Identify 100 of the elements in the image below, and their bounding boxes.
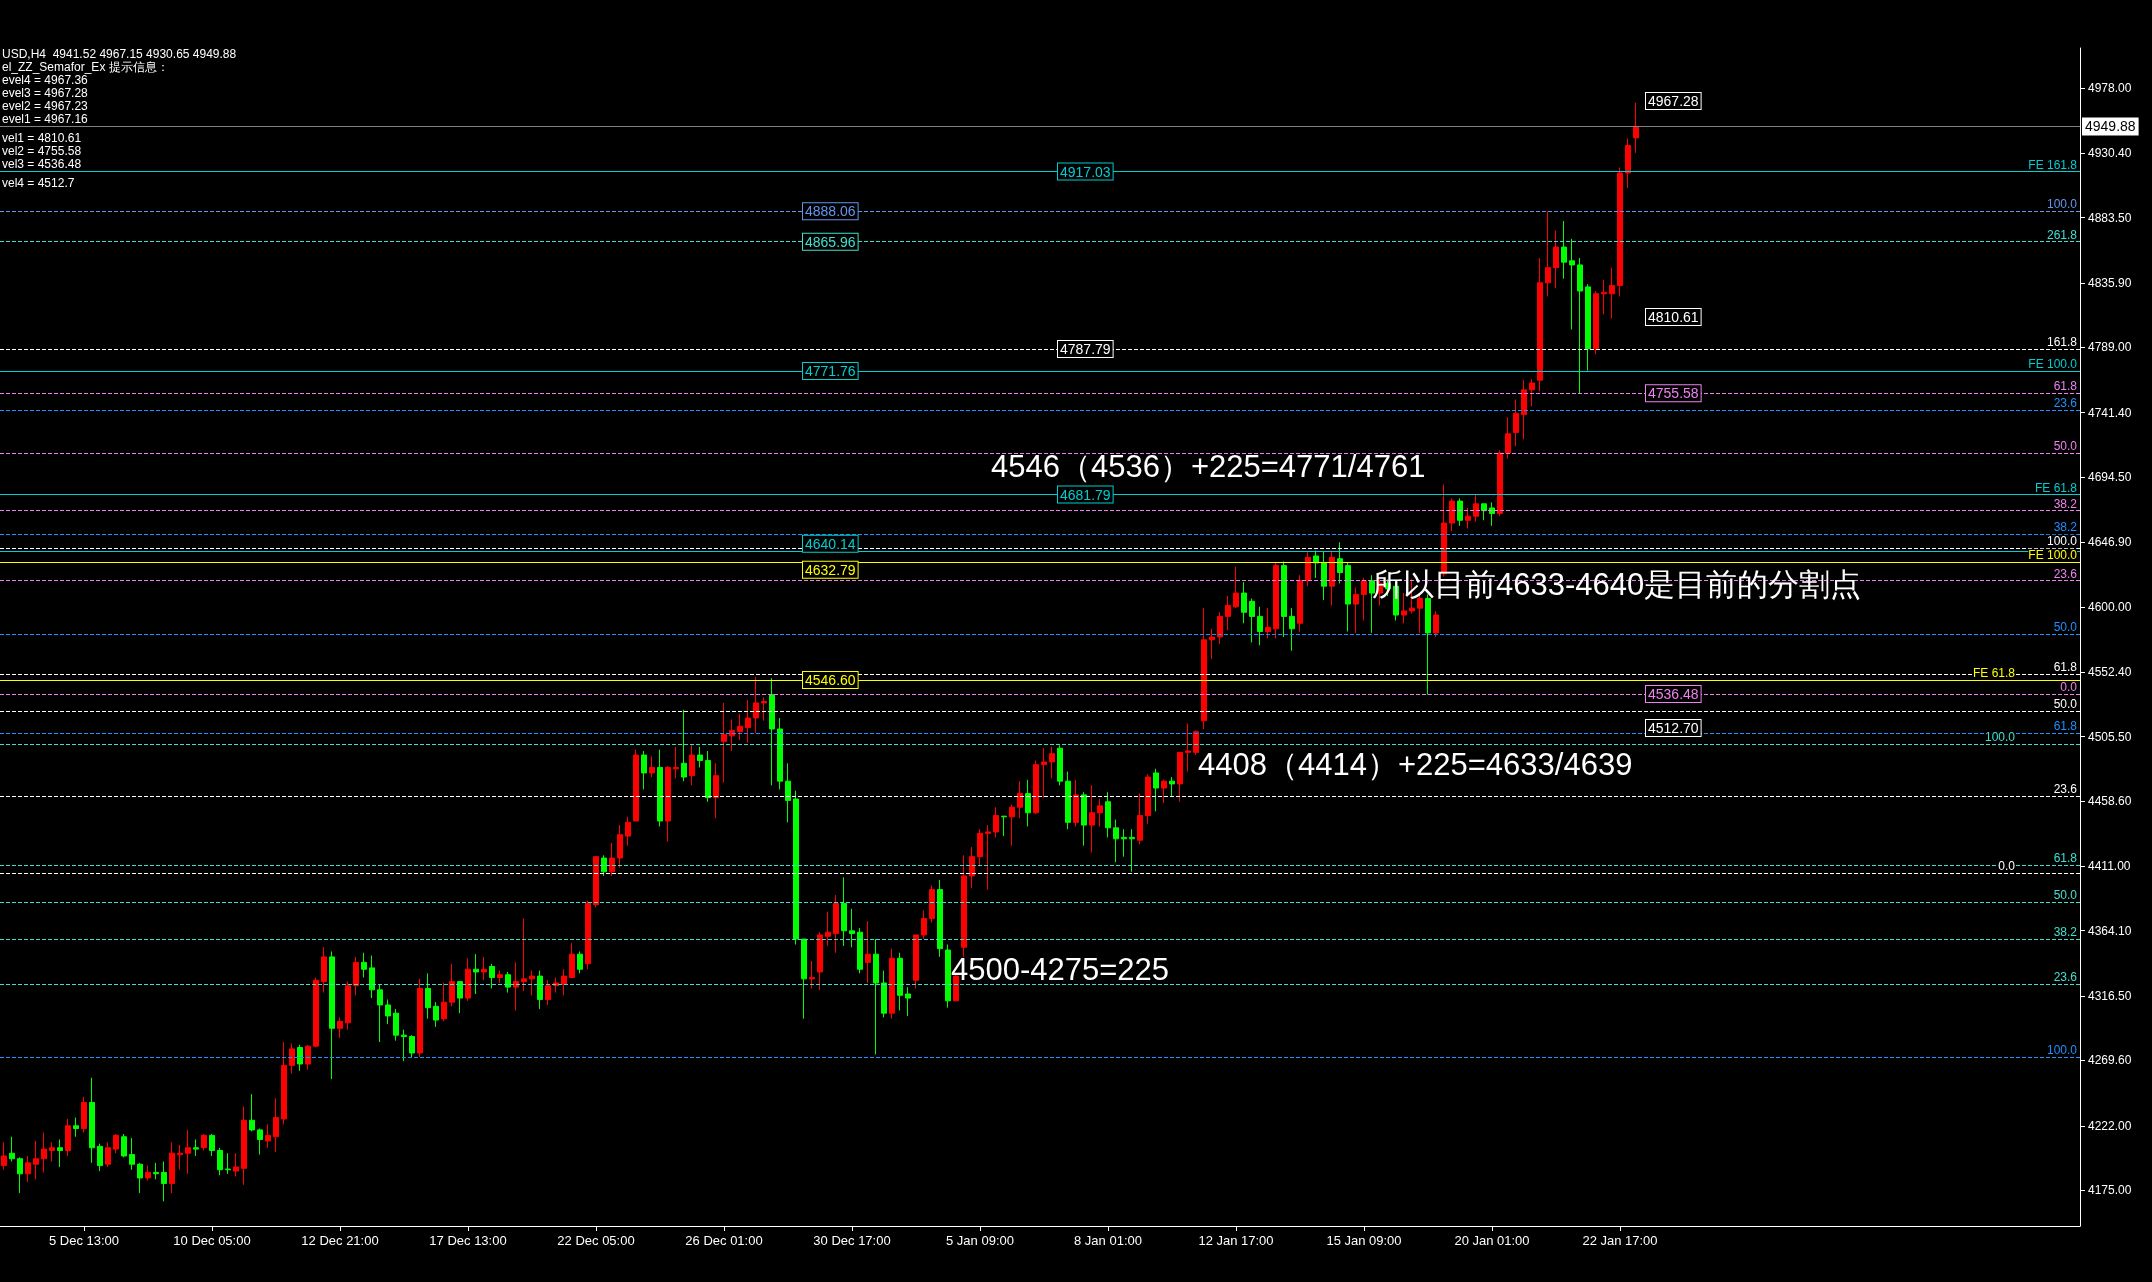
candlestick xyxy=(1025,779,1031,827)
candlestick xyxy=(601,854,607,877)
candlestick xyxy=(473,953,479,995)
candlestick xyxy=(9,1136,15,1162)
candlestick xyxy=(105,1141,111,1168)
candlestick xyxy=(969,846,975,889)
candlestick xyxy=(1145,773,1151,825)
candlestick xyxy=(1105,791,1111,838)
candlestick xyxy=(1057,744,1063,786)
candlestick xyxy=(1009,804,1015,847)
candlestick xyxy=(1265,607,1271,639)
candlestick xyxy=(1065,771,1071,830)
candlestick xyxy=(1281,560,1287,638)
candlestick xyxy=(665,765,671,843)
annotation: vel1 = 4810.61 xyxy=(2,130,82,145)
candlestick xyxy=(401,1029,407,1062)
candlestick xyxy=(609,842,615,877)
candlestick xyxy=(97,1143,103,1172)
candlestick xyxy=(433,1001,439,1028)
candlestick xyxy=(897,952,903,1011)
candlestick xyxy=(657,749,663,827)
candlestick xyxy=(1041,747,1047,799)
candlestick xyxy=(825,911,831,947)
candlestick xyxy=(313,976,319,1049)
y-tick-label: 4175.00 xyxy=(2088,1183,2132,1198)
candlestick xyxy=(1225,595,1231,631)
x-tick-label: 5 Dec 13:00 xyxy=(48,1233,120,1248)
y-tick-label: 4411.00 xyxy=(2088,859,2131,874)
candlestick xyxy=(1081,791,1087,847)
y-tick-label: 4978.00 xyxy=(2088,80,2132,95)
candlestick xyxy=(417,978,423,1058)
candlestick xyxy=(1561,220,1567,280)
candlestick xyxy=(409,1034,415,1058)
candlestick xyxy=(1505,416,1511,460)
annotation: 61.8 xyxy=(2053,719,2078,734)
ref-line-label: 4536.48 xyxy=(1648,686,1699,703)
y-tick-label: 4646.90 xyxy=(2088,535,2132,550)
y-tick-label: 4505.50 xyxy=(2088,729,2132,744)
annotation: 4810.61 xyxy=(1648,309,1699,325)
candlestick xyxy=(1601,279,1607,315)
y-tick-label: 4694.50 xyxy=(2088,470,2132,485)
candlestick xyxy=(49,1141,55,1162)
annotation: FE 61.8 xyxy=(2034,480,2078,495)
candlestick xyxy=(1361,577,1367,622)
annotation: 38.2 xyxy=(2053,925,2078,940)
candlestick xyxy=(705,750,711,803)
ref-line-label: 4865.96 xyxy=(805,233,856,250)
candlestick xyxy=(1473,493,1479,523)
candlestick xyxy=(81,1096,87,1134)
candlestick xyxy=(1,1141,7,1171)
candlestick xyxy=(569,942,575,978)
candlestick xyxy=(497,970,503,984)
annotation: FE 100.0 xyxy=(2028,356,2078,371)
candlestick xyxy=(1353,587,1359,634)
annotation: 4500-4275=225 xyxy=(951,952,1170,988)
candlestick xyxy=(321,946,327,994)
candlestick xyxy=(1297,574,1303,633)
annotation: 50.0 xyxy=(2053,439,2078,454)
x-tick-label: 30 Dec 17:00 xyxy=(813,1233,891,1248)
candlestick xyxy=(1433,610,1439,638)
y-tick-label: 4883.50 xyxy=(2088,210,2132,225)
x-tick-label: 26 Dec 01:00 xyxy=(685,1233,763,1248)
candlestick xyxy=(905,986,911,1017)
y-tick-label: 4789.00 xyxy=(2088,340,2132,355)
candlestick xyxy=(1337,541,1343,584)
candlestick xyxy=(1049,746,1055,779)
candlestick xyxy=(449,963,455,1007)
candlestick xyxy=(1617,166,1623,298)
candlestick xyxy=(585,900,591,970)
candlestick xyxy=(441,982,447,1022)
candlestick xyxy=(1033,760,1039,815)
annotation: evel3 = 4967.28 xyxy=(2,85,89,100)
x-tick-label: 22 Jan 17:00 xyxy=(1582,1233,1658,1248)
candlestick xyxy=(1305,551,1311,587)
y-tick-label: 4835.90 xyxy=(2088,275,2132,290)
candlestick xyxy=(481,956,487,981)
y-tick-label: 4222.00 xyxy=(2088,1118,2132,1133)
candlestick xyxy=(1217,611,1223,645)
candlestick xyxy=(761,696,767,722)
candlestick xyxy=(297,1044,303,1072)
candlestick xyxy=(721,702,727,784)
candlestick xyxy=(145,1165,151,1182)
candlestick xyxy=(1241,581,1247,624)
candlestick xyxy=(385,998,391,1025)
candlestick xyxy=(217,1147,223,1176)
candlestick xyxy=(329,950,335,1080)
candlestick xyxy=(257,1128,263,1156)
candlestick xyxy=(113,1133,119,1154)
candlestick xyxy=(1017,780,1023,819)
candlestick xyxy=(1121,828,1127,858)
candlestick xyxy=(985,824,991,891)
y-tick-label: 4600.00 xyxy=(2088,599,2132,614)
candlestick xyxy=(1457,497,1463,527)
candlestick xyxy=(41,1132,47,1173)
text: el_ZZ_Semafor_Ex 提示信息： xyxy=(2,59,169,74)
candlestick xyxy=(1273,562,1279,639)
annotation: 23.6 xyxy=(2053,782,2078,797)
candlestick xyxy=(465,957,471,1002)
candlestick xyxy=(233,1152,239,1178)
candlestick xyxy=(649,755,655,778)
